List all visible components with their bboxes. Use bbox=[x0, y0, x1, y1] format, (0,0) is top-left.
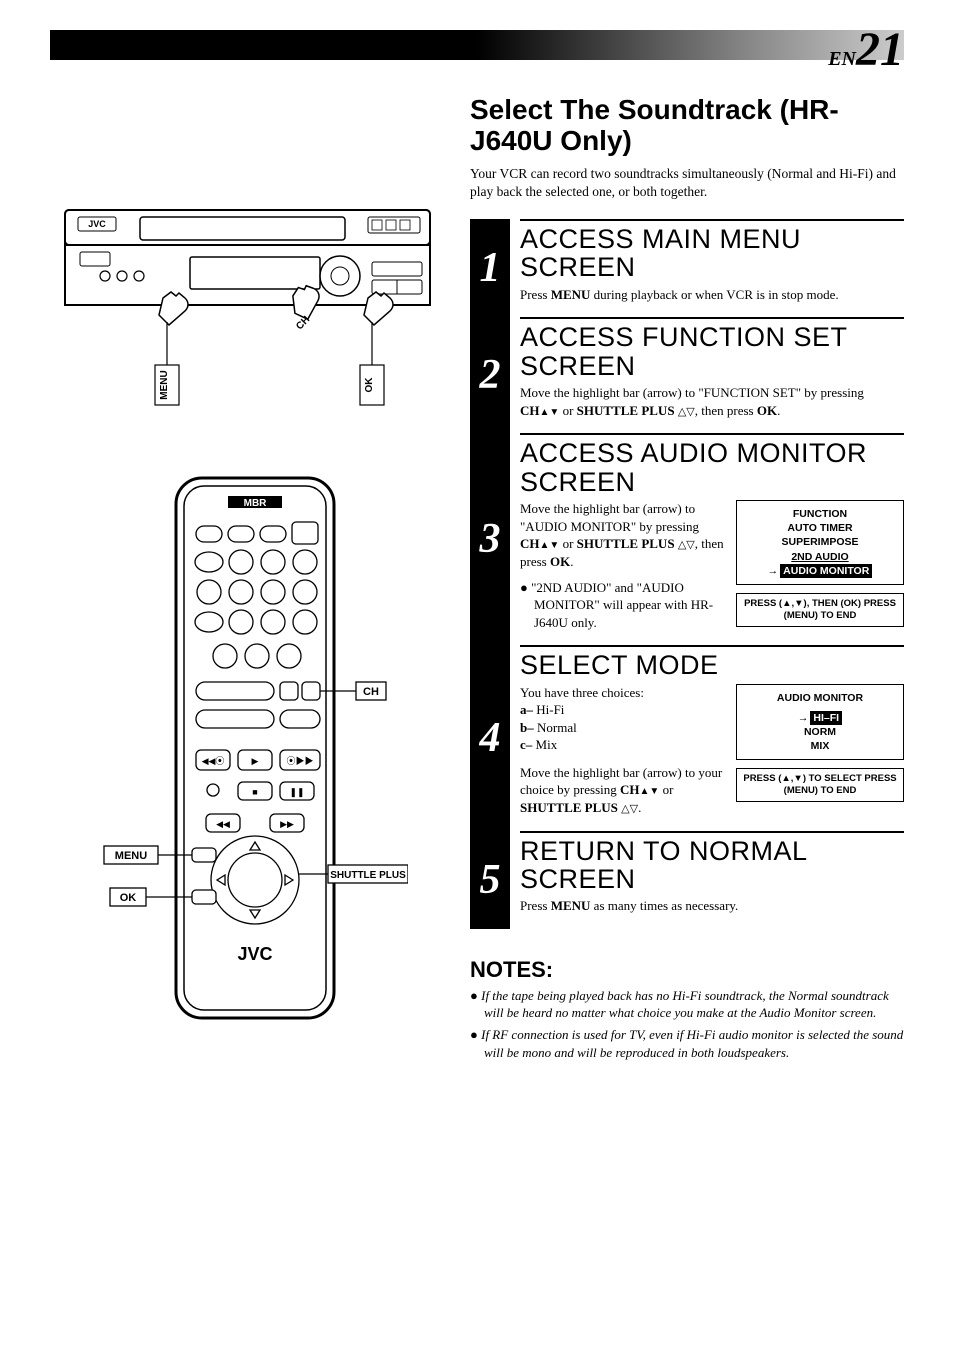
step-1-number: 1 bbox=[470, 219, 510, 317]
vcr-brand: JVC bbox=[88, 219, 106, 229]
remote-label-ch: CH bbox=[363, 686, 379, 698]
notes-list: If the tape being played back has no Hi-… bbox=[470, 987, 904, 1061]
svg-text:❚❚: ❚❚ bbox=[289, 787, 304, 798]
header-gradient-bar: EN21 bbox=[50, 30, 904, 60]
step-4-title: SELECT MODE bbox=[520, 651, 904, 679]
step-3-text: Move the highlight bar (arrow) to "AUDIO… bbox=[520, 500, 724, 570]
step-3-title: ACCESS AUDIO MONITOR SCREEN bbox=[520, 439, 904, 496]
svg-text:–: – bbox=[251, 887, 259, 901]
hand-ok-icon bbox=[364, 292, 393, 365]
note-item: If the tape being played back has no Hi-… bbox=[470, 987, 904, 1022]
page-lang: EN bbox=[828, 48, 856, 70]
step-4: 4 SELECT MODE You have three choices: a–… bbox=[470, 645, 904, 830]
remote-brand-bottom: JVC bbox=[237, 944, 272, 964]
step-3-note: "2ND AUDIO" and "AUDIO MONITOR" will app… bbox=[520, 579, 724, 632]
step-4-lead: You have three choices: bbox=[520, 684, 724, 702]
illustration-column: JVC bbox=[50, 95, 445, 1065]
svg-text:◀◀: ◀◀ bbox=[216, 819, 230, 829]
step-4-choice-a: a– Hi-Fi bbox=[520, 701, 724, 719]
step-2: 2 ACCESS FUNCTION SET SCREEN Move the hi… bbox=[470, 317, 904, 433]
step-1: 1 ACCESS MAIN MENU SCREEN Press MENU dur… bbox=[470, 219, 904, 317]
hand-menu-icon bbox=[159, 292, 188, 365]
remote-label-ok: OK bbox=[119, 892, 136, 904]
step-4-tail: Move the highlight bar (arrow) to your c… bbox=[520, 764, 724, 817]
step-2-text: Move the highlight bar (arrow) to "FUNCT… bbox=[520, 384, 904, 419]
svg-text:⦿▶▶: ⦿▶▶ bbox=[286, 756, 313, 766]
svg-text:◀◀⦿: ◀◀⦿ bbox=[201, 756, 224, 766]
svg-text:■: ■ bbox=[252, 787, 257, 797]
step-4-number: 4 bbox=[470, 645, 510, 830]
step-4-choice-c: c– Mix bbox=[520, 736, 724, 754]
note-item: If RF connection is used for TV, even if… bbox=[470, 1026, 904, 1061]
content-column: Select The Soundtrack (HR-J640U Only) Yo… bbox=[470, 95, 904, 1065]
intro-text: Your VCR can record two soundtracks simu… bbox=[470, 165, 904, 201]
osd-audio-monitor-hint: PRESS (▲,▼) TO SELECT PRESS (MENU) TO EN… bbox=[736, 768, 904, 802]
osd-audio-monitor-screen: AUDIO MONITOR HI–FI NORM MIX bbox=[736, 684, 904, 761]
step-5-text: Press MENU as many times as necessary. bbox=[520, 897, 904, 915]
vcr-label-menu: MENU bbox=[159, 370, 170, 399]
step-3-number: 3 bbox=[470, 433, 510, 645]
svg-text:▶: ▶ bbox=[251, 756, 258, 766]
vcr-label-ok: OK bbox=[364, 377, 375, 393]
remote-brand-top: MBR bbox=[243, 498, 267, 509]
remote-label-shuttle: SHUTTLE PLUS bbox=[330, 870, 406, 881]
step-5-number: 5 bbox=[470, 831, 510, 929]
svg-text:▶▶: ▶▶ bbox=[280, 819, 294, 829]
osd-function-screen: FUNCTION AUTO TIMER SUPERIMPOSE 2ND AUDI… bbox=[736, 500, 904, 585]
step-2-number: 2 bbox=[470, 317, 510, 433]
step-5: 5 RETURN TO NORMAL SCREEN Press MENU as … bbox=[470, 831, 904, 929]
page-number: EN21 bbox=[828, 22, 904, 77]
step-3: 3 ACCESS AUDIO MONITOR SCREEN Move the h… bbox=[470, 433, 904, 645]
step-2-title: ACCESS FUNCTION SET SCREEN bbox=[520, 323, 904, 380]
remote-label-menu: MENU bbox=[114, 850, 146, 862]
notes-heading: NOTES: bbox=[470, 957, 904, 983]
step-1-title: ACCESS MAIN MENU SCREEN bbox=[520, 225, 904, 282]
main-title: Select The Soundtrack (HR-J640U Only) bbox=[470, 95, 904, 157]
step-4-choice-b: b– Normal bbox=[520, 719, 724, 737]
page-num-value: 21 bbox=[856, 23, 904, 76]
step-1-text: Press MENU during playback or when VCR i… bbox=[520, 286, 904, 304]
step-5-title: RETURN TO NORMAL SCREEN bbox=[520, 837, 904, 894]
osd-function-hint: PRESS (▲,▼), THEN (OK) PRESS (MENU) TO E… bbox=[736, 593, 904, 627]
vcr-illustration: JVC bbox=[50, 190, 445, 415]
remote-illustration: MBR bbox=[50, 470, 445, 1030]
svg-text:+: + bbox=[252, 860, 258, 871]
